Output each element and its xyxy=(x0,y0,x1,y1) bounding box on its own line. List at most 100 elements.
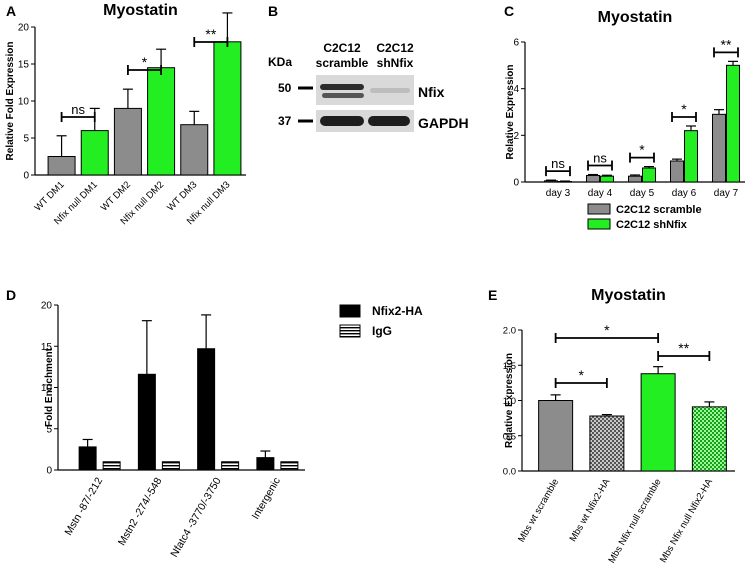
y-tick-label-d: 20 xyxy=(41,301,53,312)
y-tick-label-c: 0 xyxy=(513,178,519,189)
significance-label-c: ns xyxy=(593,151,607,166)
bar-d-0 xyxy=(78,446,97,471)
panel-letter-b: B xyxy=(268,3,278,19)
y-tick-label-e: 0.5 xyxy=(503,431,516,442)
significance-label-c: ns xyxy=(551,156,565,171)
legend-swatch-d xyxy=(339,324,361,338)
x-tick-label-e: Mbs wt scramble xyxy=(516,477,561,544)
chart-e: 0.0 0.5 1.0 1.5 2.0 Relative Expression Myosta… xyxy=(503,287,735,565)
legend-label-c: C2C12 shNfix xyxy=(616,219,688,231)
blot-marker-50: 50 xyxy=(278,81,292,95)
bar-a xyxy=(213,41,242,176)
panel-letter-d: D xyxy=(6,287,16,303)
significance-label-a: ns xyxy=(71,102,85,117)
y-tick-label-d: 10 xyxy=(41,383,53,394)
panel-letter-e: E xyxy=(488,287,497,303)
blot-lane-1-line2: scramble xyxy=(316,56,369,70)
blot-nfix-band-scramble-lower xyxy=(322,93,364,98)
bar-c-1 xyxy=(642,167,656,183)
legend-label-d: Nfix2-HA xyxy=(372,304,423,318)
blot-lane-2-line1: C2C12 xyxy=(376,41,414,55)
x-tick-label-c: day 5 xyxy=(630,188,655,199)
significance-label-a: * xyxy=(142,54,148,70)
bar-e xyxy=(691,406,727,472)
blot-kda-label: KDa xyxy=(268,55,292,69)
blot-protein-gapdh: GAPDH xyxy=(418,115,469,131)
x-tick-label-d: Mstn2 -274/-548 xyxy=(116,475,165,547)
bar-d-1 xyxy=(161,461,180,471)
blot-gapdh-band-scramble xyxy=(320,116,364,126)
bar-a xyxy=(147,67,176,176)
legend-swatch-c xyxy=(587,218,611,230)
bar-c-0 xyxy=(712,113,726,183)
x-tick-label-c: day 3 xyxy=(546,188,571,199)
bar-e xyxy=(589,415,625,472)
x-tick-label-d: Mstn -87/-212 xyxy=(62,475,105,537)
bar-a xyxy=(80,130,109,176)
bar-d-1 xyxy=(102,461,121,471)
panel-letter-a: A xyxy=(6,3,16,19)
chart-title-e: Myostatin xyxy=(591,287,666,304)
bar-e xyxy=(538,400,574,472)
legend-swatch-c xyxy=(587,203,611,215)
significance-label-c: ** xyxy=(721,36,732,52)
bar-a xyxy=(180,124,209,176)
x-tick-label-d: Nfatc4 -3770/-3750 xyxy=(168,475,223,559)
bar-e xyxy=(640,373,676,472)
blot-nfix-band-scramble-upper xyxy=(320,84,364,90)
x-tick-label-a: WT DM1 xyxy=(33,179,67,213)
y-axis-label-e: Relative Expression xyxy=(504,353,515,448)
y-tick-label-a: 0 xyxy=(23,171,29,182)
western-blot-panel: KDa C2C12 scramble C2C12 shNfix 50 Nfix … xyxy=(268,41,469,132)
bar-c-0 xyxy=(586,174,600,183)
x-tick-label-c: day 4 xyxy=(588,188,613,199)
chart-title-a: Myostatin xyxy=(103,2,178,19)
blot-nfix-band-shnfix xyxy=(370,88,410,93)
significance-label-e: ** xyxy=(678,340,689,356)
bar-d-0 xyxy=(256,457,275,471)
bar-d-1 xyxy=(221,461,240,471)
y-tick-label-e: 1.5 xyxy=(503,361,516,372)
x-tick-label-e: Mbs Nfix null scramble xyxy=(606,477,663,565)
y-tick-label-c: 4 xyxy=(513,84,519,95)
chart-c: 0 2 4 6 Relative Expression Myostatin day 3 ns d… xyxy=(505,9,745,231)
x-tick-label-c: day 7 xyxy=(714,188,739,199)
significance-label-e: * xyxy=(604,322,610,338)
significance-label-e: * xyxy=(579,367,585,383)
blot-gapdh-strip xyxy=(316,110,414,132)
x-tick-label-e: Mbs Nfix null Nfix2-HA xyxy=(658,476,715,564)
x-tick-label-a: WT DM3 xyxy=(165,179,199,213)
x-tick-label-d: Intergenic xyxy=(250,476,283,522)
y-axis-label-a: Relative Fold Expression xyxy=(5,42,16,161)
y-tick-label-c: 6 xyxy=(513,38,519,49)
y-tick-label-a: 15 xyxy=(18,60,30,71)
legend-label-c: C2C12 scramble xyxy=(616,204,702,216)
blot-protein-nfix: Nfix xyxy=(418,84,445,100)
bar-c-1 xyxy=(726,64,740,183)
blot-lane-1-line1: C2C12 xyxy=(323,41,361,55)
bar-c-0 xyxy=(544,180,558,183)
y-tick-label-d: 0 xyxy=(46,466,52,477)
bar-c-0 xyxy=(628,175,642,183)
blot-lane-2-line2: shNfix xyxy=(377,56,414,70)
y-tick-label-e: 1.0 xyxy=(503,396,516,407)
x-tick-label-e: Mbs wt Nfix2-HA xyxy=(568,476,613,543)
bar-d-1 xyxy=(280,461,299,471)
y-tick-label-a: 5 xyxy=(23,134,29,145)
significance-label-c: * xyxy=(681,101,687,117)
x-tick-label-a: WT DM2 xyxy=(99,179,133,213)
y-tick-label-e: 0.0 xyxy=(503,467,516,478)
y-tick-label-c: 2 xyxy=(513,131,519,142)
significance-label-a: ** xyxy=(205,26,216,42)
bar-a xyxy=(113,107,142,176)
bar-c-1 xyxy=(600,175,614,183)
x-tick-label-c: day 6 xyxy=(672,188,697,199)
y-tick-label-d: 5 xyxy=(46,424,52,435)
y-axis-label-c: Relative Expression xyxy=(505,64,516,159)
y-tick-label-d: 15 xyxy=(41,342,53,353)
legend-swatch-d xyxy=(339,304,361,318)
bar-d-0 xyxy=(197,348,216,471)
blot-gapdh-band-shnfix xyxy=(368,116,410,126)
bar-a xyxy=(47,156,76,176)
